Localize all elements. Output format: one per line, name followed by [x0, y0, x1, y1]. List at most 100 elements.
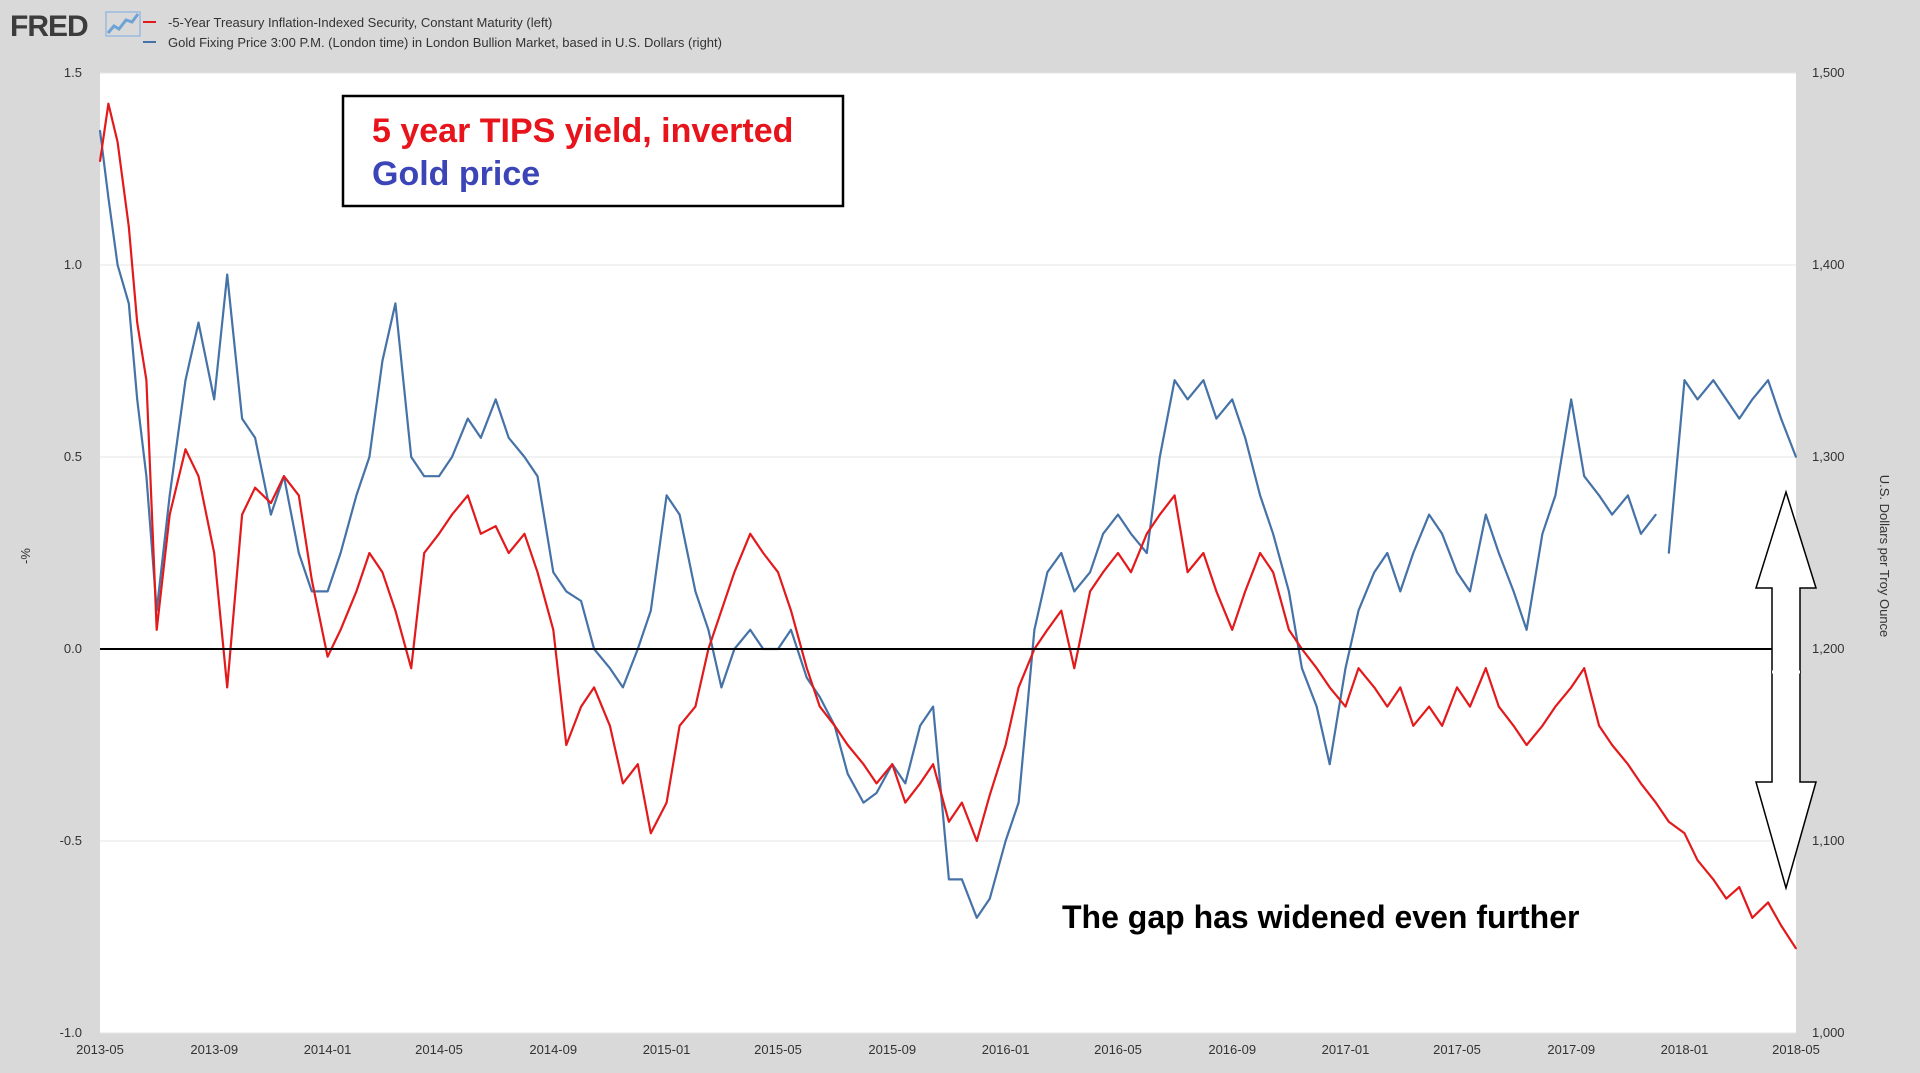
left-tick-label: 0.0 — [64, 641, 82, 656]
gold-point — [707, 628, 710, 631]
gold-point — [1583, 475, 1586, 478]
gold-point — [961, 878, 963, 881]
tips-point — [593, 686, 595, 689]
gold-point — [410, 456, 413, 458]
gold-point — [226, 273, 229, 276]
gold-point — [1231, 398, 1234, 401]
fred-logo-frame — [105, 11, 141, 37]
tips-point — [99, 160, 101, 163]
tips-point — [1288, 628, 1290, 631]
tips-point — [846, 744, 849, 746]
gold-point — [1654, 513, 1657, 516]
tips-point — [394, 609, 397, 612]
tips-point — [1073, 667, 1076, 670]
gold-point — [1089, 571, 1091, 574]
tips-point — [184, 448, 187, 451]
tips-point — [523, 532, 526, 535]
tips-point — [155, 628, 158, 631]
tips-point — [368, 552, 371, 554]
left-tick-label: 1.5 — [64, 65, 82, 80]
gold-point — [1244, 436, 1247, 439]
tips-point — [310, 579, 313, 581]
gold-point — [1158, 456, 1161, 458]
gold-point — [1484, 513, 1487, 516]
tips-point — [213, 552, 216, 554]
gold-point — [875, 792, 878, 794]
gold-point — [213, 398, 216, 401]
gold-point — [523, 456, 526, 458]
gold-point — [494, 398, 497, 401]
fred-logo-text: FRED — [10, 10, 88, 43]
tips-point — [636, 763, 639, 766]
annotation-box-line1: 5 year TIPS yield, inverted — [372, 112, 793, 150]
gold-point — [466, 417, 469, 420]
gold-point — [622, 686, 624, 689]
right-tick-label: 1,000 — [1812, 1025, 1845, 1040]
gold-point — [368, 456, 371, 458]
gold-point — [818, 696, 821, 698]
right-axis-title: U.S. Dollars per Troy Ounce — [1877, 475, 1892, 638]
right-tick-label: 1,500 — [1812, 65, 1845, 80]
tips-point — [1767, 901, 1769, 904]
tips-point — [107, 102, 110, 105]
tips-point — [283, 475, 285, 478]
x-tick-label: 2013-09 — [190, 1042, 238, 1057]
gold-point — [1102, 532, 1104, 535]
gold-point — [1611, 513, 1613, 516]
tips-point — [694, 705, 697, 708]
left-tick-label: 1.0 — [64, 257, 82, 272]
tips-point — [1667, 820, 1670, 823]
gold-point — [438, 475, 440, 478]
tips-point — [1598, 724, 1600, 727]
tips-point — [1541, 724, 1544, 727]
gold-point — [1469, 590, 1471, 593]
gold-point — [1173, 379, 1176, 382]
gold-point — [1130, 532, 1132, 535]
gold-point — [254, 436, 256, 439]
gold-point — [270, 513, 272, 516]
tips-point — [536, 571, 539, 574]
left-tick-label: -0.5 — [60, 833, 82, 848]
right-tick-label: 1,300 — [1812, 449, 1845, 464]
tips-point — [678, 724, 681, 727]
tips-point — [833, 724, 836, 727]
right-axis-ticks: 1,500 1,400 1,300 1,200 1,100 1,000 — [1812, 65, 1845, 1040]
gold-point — [1117, 513, 1119, 516]
tips-point — [1386, 705, 1389, 708]
gold-point — [381, 360, 384, 362]
tips-point — [805, 667, 808, 670]
gold-point — [904, 782, 907, 785]
gold-point — [1301, 667, 1303, 670]
x-tick-label: 2016-05 — [1094, 1042, 1142, 1057]
gold-point — [988, 897, 991, 900]
gold-point — [1598, 494, 1600, 497]
tips-point — [355, 590, 358, 593]
tips-point — [622, 782, 624, 785]
tips-point — [127, 225, 130, 228]
gold-point — [536, 475, 539, 478]
gold-point — [1456, 571, 1458, 574]
tips-point — [1259, 552, 1261, 554]
gold-point — [1060, 552, 1063, 554]
tips-point — [1344, 705, 1347, 708]
x-tick-label: 2015-09 — [868, 1042, 916, 1057]
gold-point — [310, 590, 313, 593]
left-tick-label: -1.0 — [60, 1025, 82, 1040]
gold-point — [1386, 552, 1389, 554]
tips-point — [1738, 886, 1741, 888]
series-layer — [98, 102, 1798, 950]
gold-point — [1767, 379, 1769, 382]
tips-point — [975, 840, 978, 842]
tips-point — [438, 532, 440, 535]
gold-point — [1725, 398, 1728, 401]
tips-point — [116, 141, 119, 144]
tips-point — [1795, 947, 1797, 950]
x-tick-label: 2013-05 — [76, 1042, 124, 1057]
x-tick-label: 2017-01 — [1322, 1042, 1370, 1057]
fred-logo[interactable]: FRED — [10, 10, 141, 43]
tips-point — [1231, 628, 1234, 631]
gold-point — [1046, 571, 1049, 574]
gold-point — [1259, 494, 1261, 497]
tips-point — [297, 494, 300, 497]
gold-point — [1288, 590, 1290, 593]
